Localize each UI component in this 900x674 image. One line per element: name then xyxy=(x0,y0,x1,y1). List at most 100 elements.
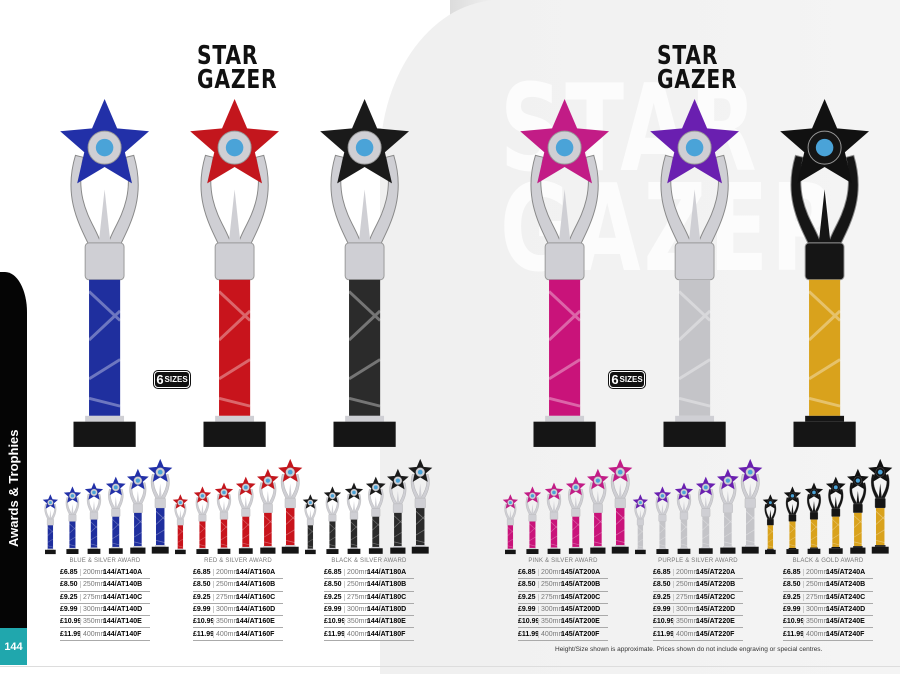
product-code: 144/AT160E xyxy=(236,618,275,626)
trophy-figure xyxy=(704,496,708,509)
trophy-column xyxy=(47,525,53,549)
trophy-column xyxy=(394,512,402,547)
size: 400mm xyxy=(80,630,106,638)
trophy-small xyxy=(277,458,303,554)
trophy-cap xyxy=(853,503,863,514)
size: 250mm xyxy=(538,581,564,589)
trophy-centre xyxy=(747,469,753,475)
trophy-cap xyxy=(701,508,711,517)
trophy-small xyxy=(42,494,58,555)
trophy-column xyxy=(242,516,250,547)
product-code: 144/AT180E xyxy=(367,618,406,626)
trophy-cap xyxy=(571,508,581,517)
trophy-cap xyxy=(176,518,184,526)
product-code: 144/AT180A xyxy=(367,569,407,577)
trophy-centre xyxy=(157,469,163,475)
size: 400mm xyxy=(213,630,239,638)
trophy-small xyxy=(737,458,763,554)
price-table: RED & SILVER AWARD £6.85 200mm 144/AT160A £8… xyxy=(193,558,283,641)
size: 300mm xyxy=(803,606,829,614)
price: £8.50 xyxy=(518,581,536,589)
trophy-small xyxy=(106,476,126,554)
trophy-centre xyxy=(92,490,96,495)
price-row: £9.99 300mm 144/AT140D xyxy=(60,604,150,617)
trophy-base xyxy=(590,547,606,554)
price: £9.99 xyxy=(653,606,671,614)
trophy-centre xyxy=(768,501,772,505)
trophy-figure xyxy=(790,503,794,515)
trophy-figure xyxy=(618,483,622,499)
price-row: £8.50 250mm 144/AT180B xyxy=(324,579,414,592)
trophy-arms xyxy=(70,154,140,263)
trophy-figure xyxy=(574,496,578,509)
trophy-figure xyxy=(819,189,831,243)
trophy-column xyxy=(745,508,755,546)
trophy-small xyxy=(172,494,188,555)
trophy-base xyxy=(634,549,646,555)
size: 300mm xyxy=(344,606,370,614)
trophy-column xyxy=(550,519,558,548)
trophy-column xyxy=(767,525,773,549)
trophy-large xyxy=(780,99,870,447)
price: £8.50 xyxy=(324,581,342,589)
price-table: PINK & SILVER AWARD £6.85 200mm 145/AT200A £… xyxy=(518,558,608,641)
price: £9.25 xyxy=(783,593,801,601)
trophy-base xyxy=(525,549,539,555)
product-code: 145/AT220C xyxy=(696,593,736,601)
trophy-base xyxy=(411,546,429,554)
price: £9.25 xyxy=(653,593,671,601)
trophy-column xyxy=(328,521,336,548)
size: 275mm xyxy=(803,593,829,601)
price: £9.99 xyxy=(60,606,78,614)
size: 275mm xyxy=(673,593,699,601)
size: 275mm xyxy=(344,593,370,601)
trophy-column xyxy=(810,519,818,548)
trophy-centre xyxy=(877,469,883,475)
trophy-base xyxy=(829,548,843,554)
trophy-centre xyxy=(816,138,834,157)
trophy-figure xyxy=(136,490,140,504)
trophy-base xyxy=(699,548,713,554)
trophy-figure xyxy=(638,509,641,519)
price-row: £10.99 350mm 144/AT160E xyxy=(193,616,283,629)
price: £10.99 xyxy=(324,618,346,626)
trophy-large xyxy=(60,99,150,447)
price-row: £6.85 200mm 144/AT180A xyxy=(324,567,414,580)
price-row: £9.99 300mm 145/AT200D xyxy=(518,604,608,617)
page-curve xyxy=(380,0,500,674)
price: £11.99 xyxy=(60,630,82,638)
sizes-badge: 6 SIZES xyxy=(154,371,190,388)
trophy-column xyxy=(220,519,228,548)
trophy-cap xyxy=(874,497,886,509)
price: £9.25 xyxy=(518,593,536,601)
price-row: £9.25 275mm 145/AT240C xyxy=(783,592,873,604)
trophy-centre xyxy=(395,478,401,483)
sizes-badge: 6 SIZES xyxy=(609,371,645,388)
trophy-large xyxy=(190,99,280,447)
price-row: £8.50 250mm 145/AT220B xyxy=(653,579,743,592)
trophy-figure xyxy=(559,189,571,243)
size: 300mm xyxy=(213,606,239,614)
trophy-centre xyxy=(222,490,226,495)
trophy-cap xyxy=(215,242,255,281)
trophy-small xyxy=(84,482,104,554)
award-title: BLACK & SILVER AWARD xyxy=(331,558,407,564)
trophy-small xyxy=(607,458,633,554)
price: £10.99 xyxy=(193,618,215,626)
trophy-centre xyxy=(48,501,52,505)
trophy-cap xyxy=(831,508,841,517)
trophy-small xyxy=(632,494,648,555)
trophy-figure xyxy=(768,509,771,519)
price-row: £8.50 250mm 145/AT200B xyxy=(518,579,608,592)
trophy-column xyxy=(679,279,711,416)
trophy-figure xyxy=(396,490,400,504)
trophy-base xyxy=(504,549,516,555)
price: £8.50 xyxy=(653,581,671,589)
trophy-cap xyxy=(593,503,603,514)
size: 400mm xyxy=(538,630,564,638)
trophy-centre xyxy=(265,478,271,483)
size: 350mm xyxy=(803,618,829,626)
section-tab-label: Awards & Trophies xyxy=(6,429,21,547)
price-table: PURPLE & SILVER AWARD £6.85 200mm 145/AT220… xyxy=(653,558,743,641)
price-row: £8.50 250mm 144/AT140B xyxy=(60,579,150,592)
